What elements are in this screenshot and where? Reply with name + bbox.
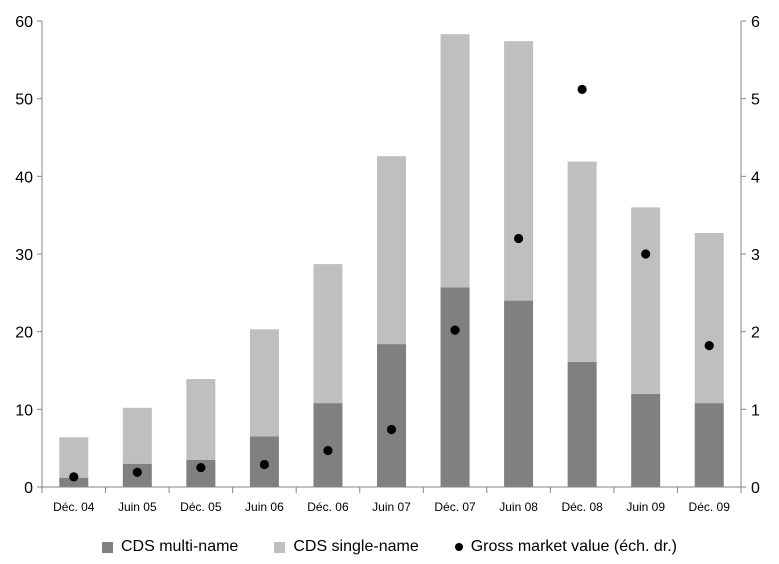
- y-right-tick-label-3: 3: [751, 247, 760, 264]
- x-tick-label-6: Déc. 07: [434, 500, 476, 514]
- x-tick-label-1: Juin 05: [118, 500, 157, 514]
- x-tick-label-2: Déc. 05: [180, 500, 222, 514]
- chart: Déc. 04 Juin 05 Déc. 05 Juin 06 Déc. 06 Juin …: [15, 14, 760, 514]
- bar-single-name-3: [249, 329, 279, 437]
- markers-layer: [69, 84, 714, 482]
- bar-multi-name-4: [313, 403, 343, 487]
- legend-item-gross-market-value: Gross market value (éch. dr.): [454, 538, 678, 556]
- marker-gross-market-value-3: [259, 459, 270, 470]
- bar-single-name-9: [631, 207, 661, 394]
- bars-layer: [59, 34, 724, 487]
- y-right-tick-label-2: 2: [751, 325, 760, 342]
- marker-gross-market-value-8: [577, 84, 587, 94]
- bar-multi-name-0: [59, 477, 89, 487]
- y-left-tick-label-2: 20: [15, 325, 33, 342]
- bar-single-name-5: [377, 156, 406, 345]
- marker-gross-market-value-5: [386, 424, 397, 435]
- bar-multi-name-8: [567, 361, 597, 487]
- bar-multi-name-10: [694, 403, 724, 487]
- y-left-tick-label-4: 40: [15, 169, 33, 186]
- y-right-tick-label-0: 0: [751, 480, 760, 497]
- y-right-tick-label-1: 1: [751, 402, 760, 419]
- bar-single-name-10: [694, 233, 724, 404]
- legend-swatch-multi-name: [101, 541, 113, 553]
- bar-single-name-8: [567, 161, 597, 362]
- x-tick-label-4: Déc. 06: [307, 500, 349, 514]
- bar-single-name-1: [122, 407, 152, 464]
- marker-gross-market-value-1: [132, 467, 142, 477]
- legend-marker-gross-market-value: [454, 543, 463, 551]
- y-left-tick-label-3: 30: [15, 247, 33, 264]
- marker-gross-market-value-7: [513, 233, 524, 244]
- x-tick-label-0: Déc. 04: [53, 500, 95, 514]
- x-tick-label-9: Juin 09: [626, 500, 665, 514]
- y-left-tick-label-0: 0: [24, 480, 33, 497]
- marker-gross-market-value-9: [641, 249, 651, 259]
- legend-item-single-name: CDS single-name: [274, 538, 419, 556]
- bar-multi-name-6: [440, 287, 470, 487]
- legend-item-multi-name: CDS multi-name: [101, 538, 239, 556]
- axes-layer: Déc. 04 Juin 05 Déc. 05 Juin 06 Déc. 06 Juin …: [15, 14, 760, 514]
- x-tick-label-8: Déc. 08: [561, 500, 603, 514]
- x-tick-label-5: Juin 07: [372, 500, 411, 514]
- marker-gross-market-value-4: [323, 445, 333, 456]
- x-tick-label-3: Juin 06: [245, 500, 284, 514]
- marker-gross-market-value-0: [69, 472, 79, 482]
- bar-single-name-6: [440, 34, 470, 288]
- x-tick-label-10: Déc. 09: [689, 500, 731, 514]
- marker-gross-market-value-6: [450, 325, 460, 335]
- bar-single-name-4: [313, 264, 343, 404]
- legend: CDS multi-name CDS single-name Gross mar…: [0, 532, 779, 562]
- bar-single-name-7: [504, 41, 534, 301]
- legend-label-gross-market-value: Gross market value (éch. dr.): [470, 538, 678, 555]
- bar-multi-name-9: [631, 393, 661, 487]
- bar-single-name-2: [186, 379, 216, 460]
- legend-swatch-single-name: [274, 541, 286, 553]
- x-tick-label-7: Juin 08: [499, 500, 538, 514]
- legend-label-multi-name: CDS multi-name: [120, 538, 239, 555]
- y-left-tick-label-5: 50: [15, 92, 33, 109]
- y-left-tick-label-1: 10: [15, 402, 33, 419]
- y-right-tick-label-5: 5: [751, 92, 760, 109]
- y-right-tick-label-6: 6: [751, 14, 760, 31]
- y-left-tick-label-6: 60: [15, 14, 33, 31]
- y-right-tick-label-4: 4: [751, 169, 760, 186]
- bar-single-name-0: [59, 437, 89, 478]
- legend-label-single-name: CDS single-name: [293, 538, 419, 555]
- bar-multi-name-7: [504, 300, 534, 487]
- marker-gross-market-value-2: [196, 462, 206, 473]
- bar-multi-name-5: [377, 344, 406, 487]
- marker-gross-market-value-10: [704, 341, 714, 351]
